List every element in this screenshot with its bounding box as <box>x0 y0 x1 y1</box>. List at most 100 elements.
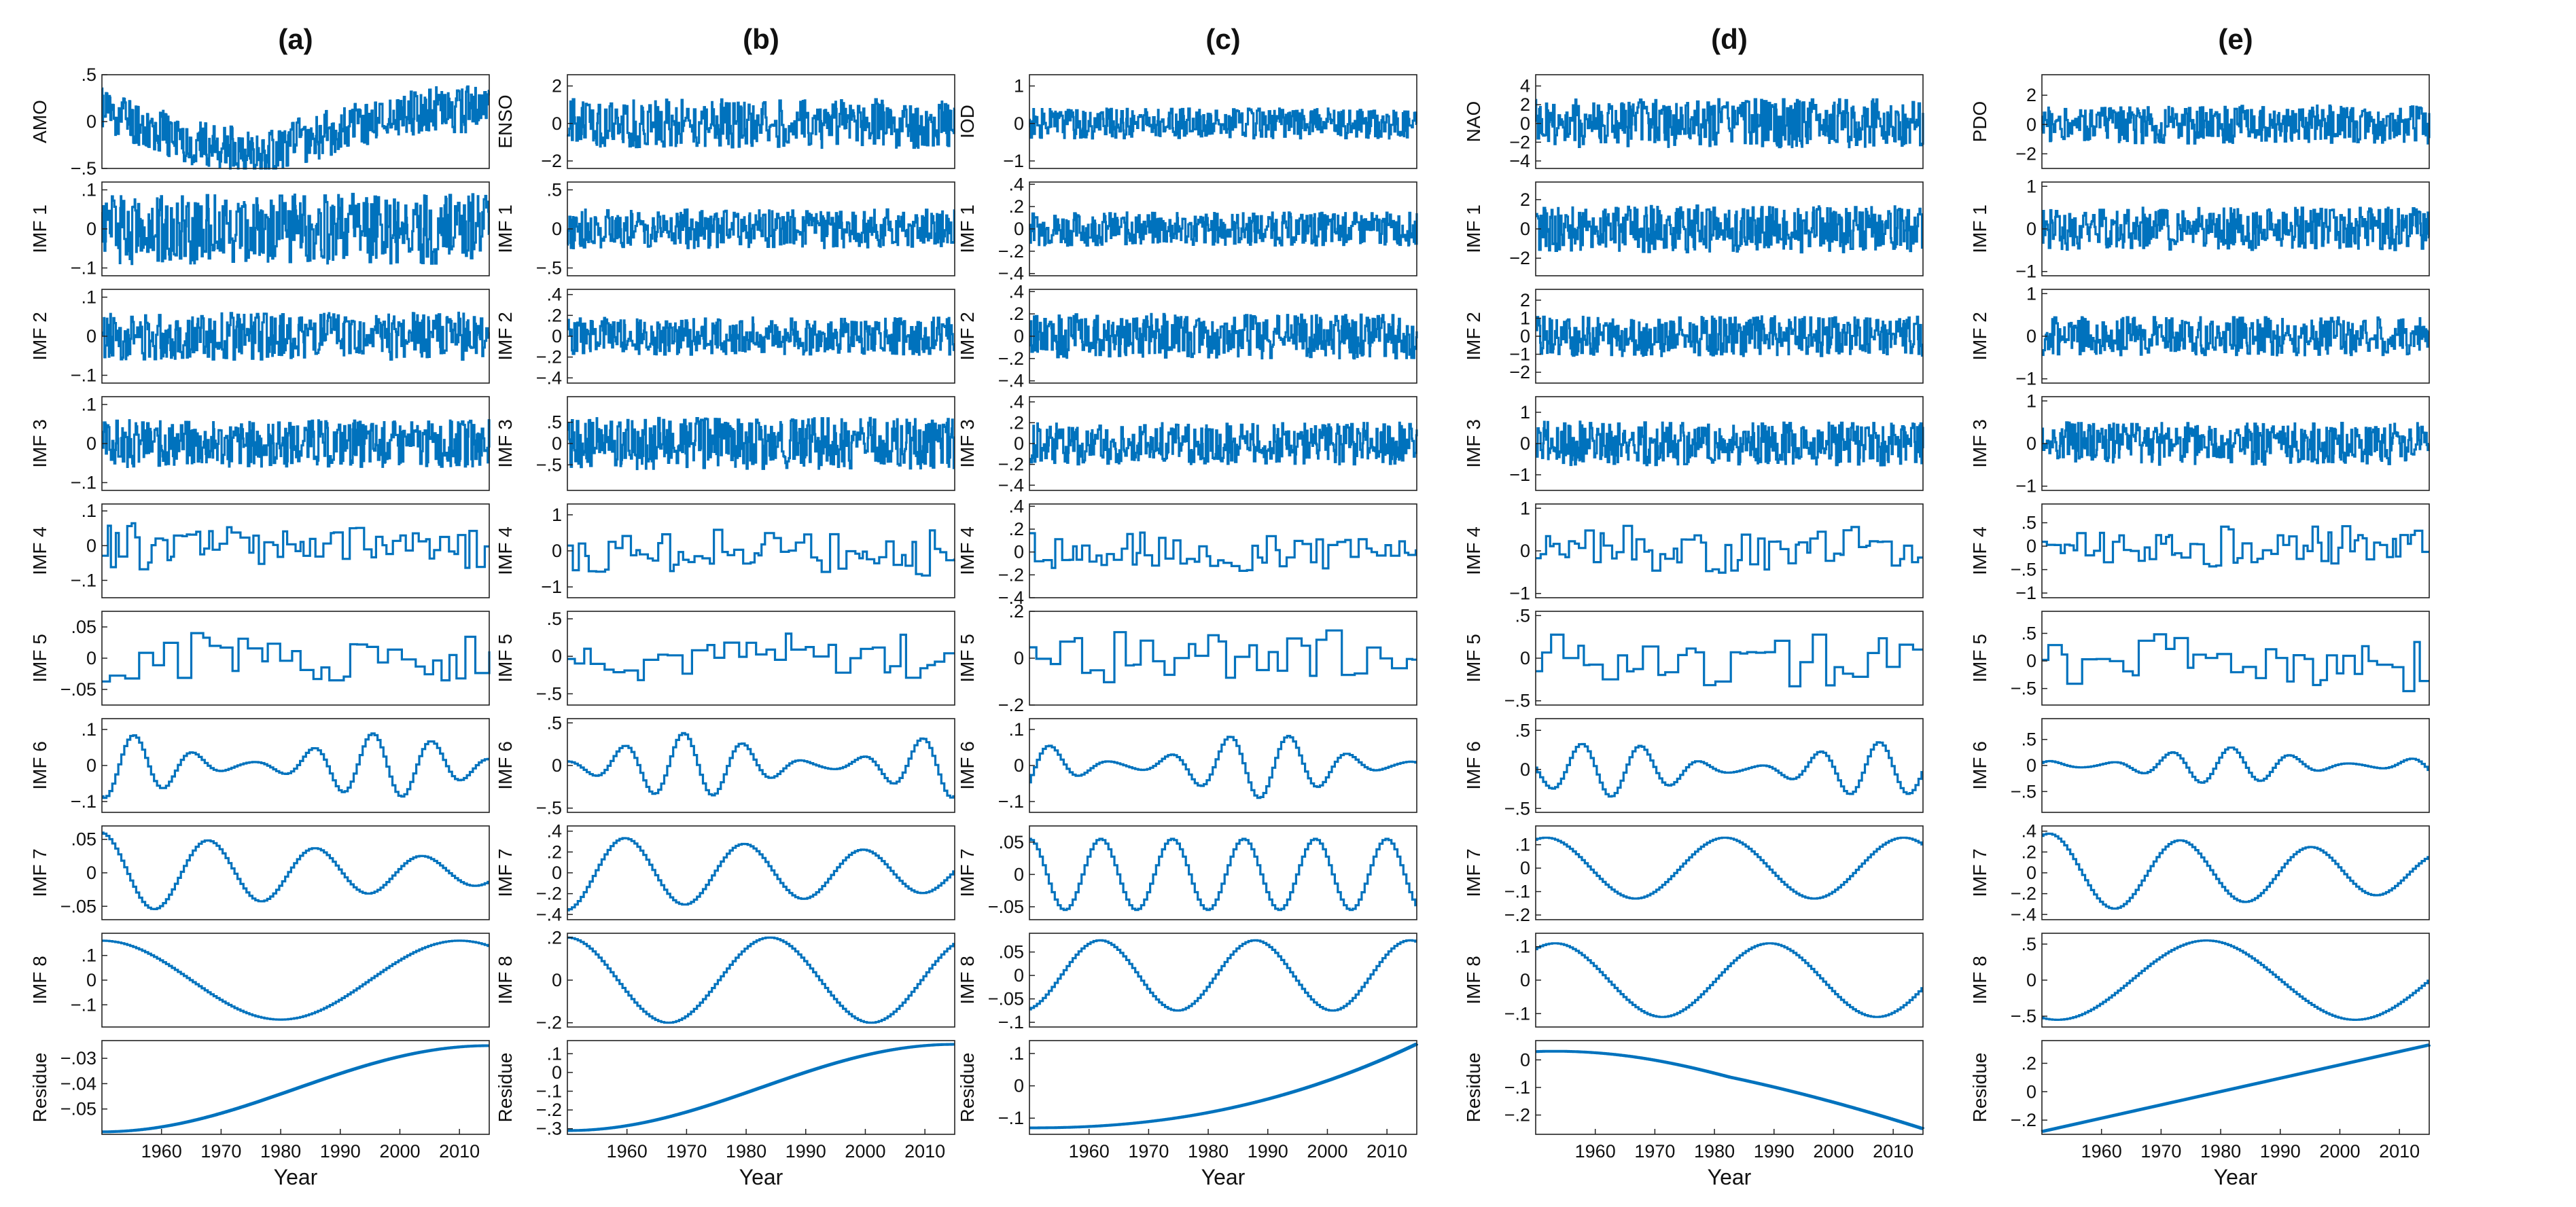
y-tick-label: −.3 <box>536 1119 562 1139</box>
subplot-imf-6: −.1 0 .1 IMF 6 <box>29 718 490 813</box>
y-tick-label: 0 <box>552 219 562 239</box>
series-line <box>1536 524 1923 574</box>
y-axis-label: IMF 8 <box>1463 956 1484 1005</box>
y-tick-label: .5 <box>81 65 96 85</box>
subplot-imf-4: −1 0 1 IMF 4 <box>1463 498 1924 604</box>
y-axis-label: IMF 8 <box>495 956 516 1005</box>
subplot-imf-7: −.05 0 .05 IMF 7 <box>957 825 1417 920</box>
y-tick-label: .1 <box>81 287 96 308</box>
y-tick-label: 1 <box>1014 76 1024 96</box>
y-tick-label: 0 <box>2026 651 2036 671</box>
y-axis-label: IMF 6 <box>957 741 978 790</box>
y-tick-label: 0 <box>86 648 96 668</box>
series-line <box>102 419 491 468</box>
y-axis-label: IMF 5 <box>957 634 978 683</box>
axes-frame <box>1535 933 1924 1028</box>
series-line <box>101 192 490 266</box>
axes-frame <box>101 503 490 598</box>
y-tick-label: −1 <box>1509 583 1530 604</box>
y-axis-label: ENSO <box>495 94 516 148</box>
y-tick-label: .5 <box>546 713 562 733</box>
axes-frame <box>1029 74 1417 169</box>
x-tick-label: 1960 <box>2081 1141 2122 1161</box>
y-axis-label: IMF 1 <box>1969 204 1990 253</box>
y-tick-label: −.4 <box>536 904 562 924</box>
x-tick-label: 1980 <box>260 1141 301 1161</box>
x-tick-label: 2000 <box>1813 1141 1854 1161</box>
subplot-imf-6: −.5 0 .5 IMF 6 <box>1463 718 1924 818</box>
y-tick-label: −.04 <box>60 1073 96 1094</box>
y-tick-label: 2 <box>1520 290 1530 310</box>
y-tick-label: .1 <box>1008 719 1024 740</box>
subplot-imf-8: −.1 −.05 0 .05 IMF 8 <box>957 933 1417 1032</box>
y-tick-label: −.1 <box>1504 882 1530 902</box>
y-tick-label: 2 <box>2026 85 2036 105</box>
x-tick-label: 1970 <box>1634 1141 1675 1161</box>
y-tick-label: −.5 <box>536 798 562 818</box>
y-tick-label: .05 <box>71 829 96 850</box>
y-tick-label: −.1 <box>71 791 96 812</box>
x-tick-label: 1990 <box>2260 1141 2301 1161</box>
x-tick-label: 2010 <box>2379 1141 2420 1161</box>
panel-label: (e) <box>2218 23 2253 55</box>
x-tick-label: 2000 <box>379 1141 420 1161</box>
y-tick-label: .4 <box>546 821 562 842</box>
subplot-imf-2: −.1 0 .1 IMF 2 <box>29 287 490 386</box>
y-axis-label: Residue <box>1463 1053 1484 1123</box>
subplot-imf-1: −.4−.20.2.4 IMF 1 <box>957 174 1418 284</box>
y-tick-label: 0 <box>1520 759 1530 780</box>
subplot-residue: −.2 0 .2 Residue 1960 1970 1980 1990 2000 2010 Yea… <box>1969 1040 2431 1189</box>
y-tick-label: 0 <box>2026 536 2036 556</box>
x-tick-label: 2000 <box>2319 1141 2360 1161</box>
y-tick-label: .2 <box>546 842 562 862</box>
y-tick-label: .1 <box>81 945 96 966</box>
series-line <box>567 528 955 577</box>
series-line <box>1029 939 1417 1012</box>
y-axis-label: IMF 1 <box>1463 204 1484 253</box>
subplot-imf-7: −.4−.20.2.4 IMF 7 <box>1969 821 2430 924</box>
y-axis-label: IMF 8 <box>29 956 50 1005</box>
y-axis-label: Residue <box>495 1053 516 1123</box>
axes-frame <box>567 1040 955 1135</box>
series-line <box>2041 104 2431 145</box>
y-tick-label: −.05 <box>988 897 1024 917</box>
y-tick-label: 0 <box>552 433 562 454</box>
y-tick-label: .5 <box>1515 605 1530 626</box>
y-axis-label: IMF 7 <box>495 848 516 897</box>
y-tick-label: −.2 <box>2011 884 2036 904</box>
y-tick-label: 0 <box>86 433 96 454</box>
axes-frame <box>2041 825 2430 920</box>
x-tick-label: 1960 <box>141 1141 182 1161</box>
y-tick-label: −.2 <box>998 241 1024 262</box>
subplot-imf-4: −1 −.5 0 .5 IMF 4 <box>1969 503 2430 603</box>
y-tick-label: −.5 <box>2011 679 2036 699</box>
y-tick-label: .4 <box>1008 174 1024 194</box>
y-tick-label: 0 <box>1520 541 1530 561</box>
x-axis-label: Year <box>274 1165 318 1189</box>
y-tick-label: −.5 <box>536 683 562 704</box>
y-tick-label: 0 <box>552 113 562 134</box>
y-tick-label: −.2 <box>1504 905 1530 925</box>
y-tick-label: −.1 <box>998 791 1024 812</box>
series-line <box>102 939 489 1021</box>
subplot-amo: −.5 0 .5 AMO <box>29 65 490 179</box>
y-tick-label: 0 <box>2026 326 2036 346</box>
y-axis-label: IMF 5 <box>1969 634 1990 683</box>
y-tick-label: 0 <box>1520 219 1530 239</box>
series-line <box>2042 939 2429 1021</box>
y-tick-label: .2 <box>546 305 562 325</box>
y-axis-label: IMF 3 <box>957 419 978 468</box>
y-tick-label: 0 <box>2026 970 2036 990</box>
subplot-imf-4: −.4 −.20 .2 .4 IMF 4 <box>957 496 1417 608</box>
series-line <box>102 522 489 571</box>
y-tick-label: −.5 <box>536 258 562 278</box>
y-tick-label: −.1 <box>536 1081 562 1102</box>
subplot-imf-5: −.2 0 .2 IMF 5 <box>957 601 1417 715</box>
subplot-imf-6: −.5 0 .5 IMF 6 <box>1969 718 2430 813</box>
y-tick-label: −2 <box>1509 248 1530 268</box>
y-axis-label: IOD <box>957 105 978 139</box>
x-tick-label: 1960 <box>607 1141 648 1161</box>
